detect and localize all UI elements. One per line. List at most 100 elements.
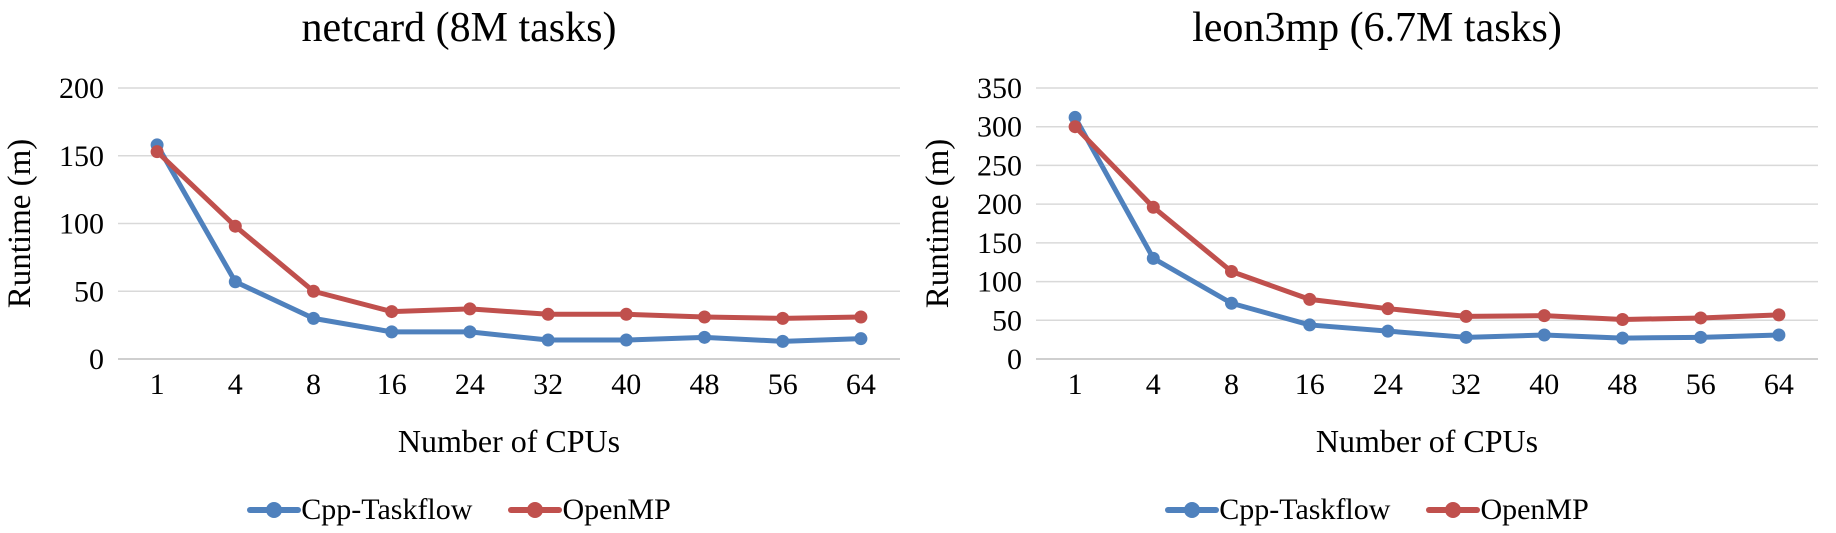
y-tick-label: 100 bbox=[977, 266, 1022, 299]
data-point-marker bbox=[1146, 200, 1160, 214]
y-axis-title: Runtime (m) bbox=[920, 139, 956, 309]
data-point-marker bbox=[1381, 302, 1395, 316]
y-tick-label: 50 bbox=[992, 304, 1022, 337]
legend-item-openmp: OpenMP bbox=[1426, 493, 1589, 526]
chart-title: leon3mp (6.7M tasks) bbox=[1192, 5, 1562, 51]
data-point-marker bbox=[1068, 110, 1082, 124]
data-point-marker bbox=[1225, 296, 1238, 310]
legend-label: OpenMP bbox=[1480, 493, 1589, 526]
legend-label: OpenMP bbox=[562, 493, 671, 526]
legend-line-marker-icon bbox=[1426, 502, 1481, 518]
x-tick-label: 64 bbox=[1764, 368, 1794, 401]
y-tick-label: 200 bbox=[59, 72, 104, 105]
data-point-marker bbox=[1459, 309, 1473, 323]
chart-title: netcard (8M tasks) bbox=[301, 5, 617, 51]
data-point-marker bbox=[1694, 311, 1708, 325]
legend-line-marker-icon bbox=[247, 502, 302, 518]
y-tick-label: 150 bbox=[59, 140, 104, 173]
legend: Cpp-Taskflow OpenMP bbox=[918, 495, 1836, 525]
x-tick-label: 4 bbox=[1146, 368, 1161, 401]
data-point-marker bbox=[854, 332, 868, 346]
data-point-marker bbox=[1146, 251, 1160, 265]
x-tick-label: 24 bbox=[1373, 368, 1403, 401]
data-point-marker bbox=[1772, 308, 1786, 322]
x-tick-label: 8 bbox=[1224, 368, 1239, 401]
data-point-marker bbox=[150, 145, 164, 159]
data-point-marker bbox=[619, 333, 633, 347]
legend-label: Cpp-Taskflow bbox=[1219, 493, 1391, 526]
data-point-marker bbox=[1616, 331, 1629, 345]
data-point-marker bbox=[1068, 120, 1082, 134]
data-point-marker bbox=[1225, 265, 1238, 279]
y-tick-label: 100 bbox=[59, 208, 104, 241]
x-tick-label: 32 bbox=[1451, 368, 1481, 401]
legend-line-marker-icon bbox=[1165, 502, 1220, 518]
data-point-marker bbox=[463, 302, 477, 316]
x-tick-label: 24 bbox=[455, 368, 485, 401]
series-line-cpp-taskflow bbox=[154, 142, 864, 344]
legend-item-cpp-taskflow: Cpp-Taskflow bbox=[247, 495, 472, 525]
data-point-marker bbox=[698, 310, 711, 324]
x-tick-label: 64 bbox=[846, 368, 876, 401]
data-point-marker bbox=[776, 311, 790, 325]
x-axis-title: Number of CPUs bbox=[398, 423, 620, 459]
chart-panel-leon3mp: leon3mp (6.7M tasks) 0 50 100 150 200 250 300 3… bbox=[918, 0, 1836, 533]
data-point-marker bbox=[1772, 328, 1786, 342]
series-line-openmp bbox=[154, 149, 864, 321]
x-tick-label: 48 bbox=[690, 368, 720, 401]
y-axis-title: Runtime (m) bbox=[2, 139, 38, 309]
x-tick-label: 56 bbox=[1686, 368, 1716, 401]
legend-line-marker-icon bbox=[508, 502, 563, 518]
x-tick-label: 40 bbox=[611, 368, 641, 401]
y-tick-label: 200 bbox=[977, 188, 1022, 221]
data-point-marker bbox=[307, 284, 320, 298]
x-tick-label: 16 bbox=[377, 368, 407, 401]
data-point-marker bbox=[1537, 328, 1551, 342]
y-tick-label: 150 bbox=[977, 227, 1022, 260]
data-point-marker bbox=[776, 334, 790, 348]
data-point-marker bbox=[854, 310, 868, 324]
data-point-marker bbox=[385, 325, 399, 339]
x-tick-label: 48 bbox=[1608, 368, 1638, 401]
data-point-marker bbox=[307, 311, 320, 325]
data-point-marker bbox=[463, 325, 477, 339]
data-point-marker bbox=[1303, 292, 1317, 306]
data-point-marker bbox=[385, 305, 399, 319]
x-tick-label: 32 bbox=[533, 368, 563, 401]
data-point-marker bbox=[1616, 313, 1629, 327]
data-point-marker bbox=[1303, 318, 1317, 332]
x-tick-label: 4 bbox=[228, 368, 243, 401]
data-point-marker bbox=[1459, 330, 1473, 344]
data-point-marker bbox=[1381, 324, 1395, 338]
data-point-marker bbox=[228, 219, 242, 233]
y-tick-label: 0 bbox=[1007, 343, 1022, 376]
data-point-marker bbox=[619, 307, 633, 321]
series-line-cpp-taskflow bbox=[1072, 114, 1782, 341]
x-tick-label: 16 bbox=[1295, 368, 1325, 401]
y-tick-label: 50 bbox=[74, 275, 104, 308]
chart-panel-netcard: netcard (8M tasks) 0 50 100 150 200 1 4 8 16 24 32… bbox=[0, 5, 918, 525]
legend-label: Cpp-Taskflow bbox=[301, 493, 473, 526]
x-tick-label: 56 bbox=[768, 368, 798, 401]
data-point-marker bbox=[541, 333, 555, 347]
legend-item-openmp: OpenMP bbox=[508, 493, 671, 526]
y-tick-label: 300 bbox=[977, 111, 1022, 144]
y-tick-label: 250 bbox=[977, 149, 1022, 182]
legend: Cpp-Taskflow OpenMP bbox=[0, 495, 918, 525]
data-point-marker bbox=[1537, 309, 1551, 323]
x-tick-label: 1 bbox=[1068, 368, 1083, 401]
data-point-marker bbox=[228, 275, 242, 289]
data-point-marker bbox=[1694, 330, 1708, 344]
y-tick-label: 0 bbox=[89, 343, 104, 376]
y-tick-label: 350 bbox=[977, 72, 1022, 105]
data-point-marker bbox=[698, 330, 711, 344]
legend-item-cpp-taskflow: Cpp-Taskflow bbox=[1165, 495, 1390, 525]
data-point-marker bbox=[541, 307, 555, 321]
x-tick-label: 8 bbox=[306, 368, 321, 401]
x-tick-label: 1 bbox=[150, 368, 165, 401]
x-tick-label: 40 bbox=[1529, 368, 1559, 401]
series-line-openmp bbox=[1072, 124, 1782, 323]
